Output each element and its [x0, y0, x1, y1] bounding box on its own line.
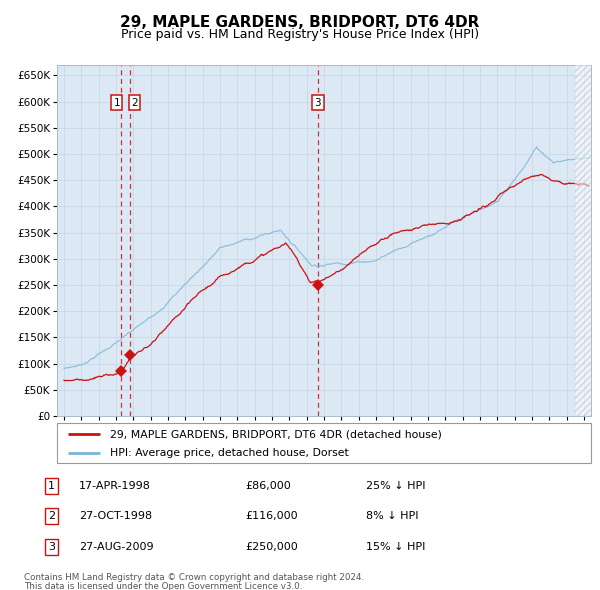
Text: 3: 3 — [48, 542, 55, 552]
Text: Contains HM Land Registry data © Crown copyright and database right 2024.: Contains HM Land Registry data © Crown c… — [24, 573, 364, 582]
Text: 15% ↓ HPI: 15% ↓ HPI — [366, 542, 425, 552]
Text: Price paid vs. HM Land Registry's House Price Index (HPI): Price paid vs. HM Land Registry's House … — [121, 28, 479, 41]
Text: £86,000: £86,000 — [245, 481, 290, 491]
Text: 27-OCT-1998: 27-OCT-1998 — [79, 512, 152, 521]
Text: 8% ↓ HPI: 8% ↓ HPI — [366, 512, 419, 521]
Text: 1: 1 — [113, 97, 120, 107]
Bar — [575, 65, 600, 416]
Text: This data is licensed under the Open Government Licence v3.0.: This data is licensed under the Open Gov… — [24, 582, 302, 590]
Text: 29, MAPLE GARDENS, BRIDPORT, DT6 4DR (detached house): 29, MAPLE GARDENS, BRIDPORT, DT6 4DR (de… — [110, 430, 442, 440]
Text: 2: 2 — [48, 512, 55, 521]
Text: 1: 1 — [48, 481, 55, 491]
Text: 27-AUG-2009: 27-AUG-2009 — [79, 542, 154, 552]
FancyBboxPatch shape — [57, 423, 591, 463]
Text: £250,000: £250,000 — [245, 542, 298, 552]
Text: 17-APR-1998: 17-APR-1998 — [79, 481, 151, 491]
Text: £116,000: £116,000 — [245, 512, 298, 521]
Text: 29, MAPLE GARDENS, BRIDPORT, DT6 4DR: 29, MAPLE GARDENS, BRIDPORT, DT6 4DR — [121, 15, 479, 30]
Text: 2: 2 — [131, 97, 138, 107]
Text: 3: 3 — [314, 97, 321, 107]
Text: 25% ↓ HPI: 25% ↓ HPI — [366, 481, 426, 491]
Text: HPI: Average price, detached house, Dorset: HPI: Average price, detached house, Dors… — [110, 448, 349, 458]
